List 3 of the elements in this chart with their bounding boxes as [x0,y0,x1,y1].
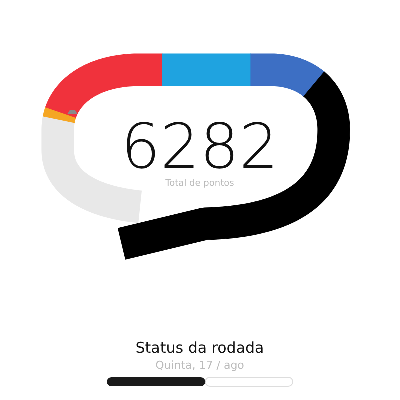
chart-title: Status da rodada [136,339,264,357]
text: Total de pontos [164,179,235,189]
chart-subtitle: Quinta, 17 / ago [156,359,245,372]
